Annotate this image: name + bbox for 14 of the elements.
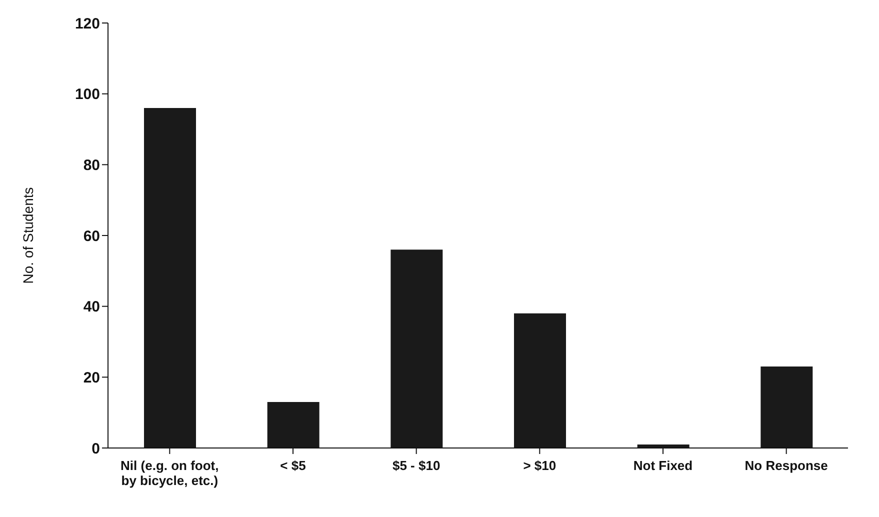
x-tick-label: No Response <box>744 458 828 473</box>
y-tick-label: 80 <box>83 156 100 174</box>
x-tick-label: $5 - $10 <box>392 458 440 473</box>
y-tick-label: 120 <box>74 15 100 32</box>
y-axis-title: No. of Students <box>20 187 36 284</box>
y-tick-label: 60 <box>83 228 100 245</box>
x-tick-label: < $5 <box>280 458 306 473</box>
y-tick-label: 20 <box>83 369 100 386</box>
y-tick-label: 100 <box>74 86 100 104</box>
x-tick-label: Not Fixed <box>633 458 693 473</box>
x-tick-label: > $10 <box>523 458 556 473</box>
x-tick-label: Nil (e.g. on foot, by bicycle, etc.) <box>120 458 219 488</box>
y-tick-label: 40 <box>83 298 100 316</box>
y-tick-label: 0 <box>92 440 100 458</box>
